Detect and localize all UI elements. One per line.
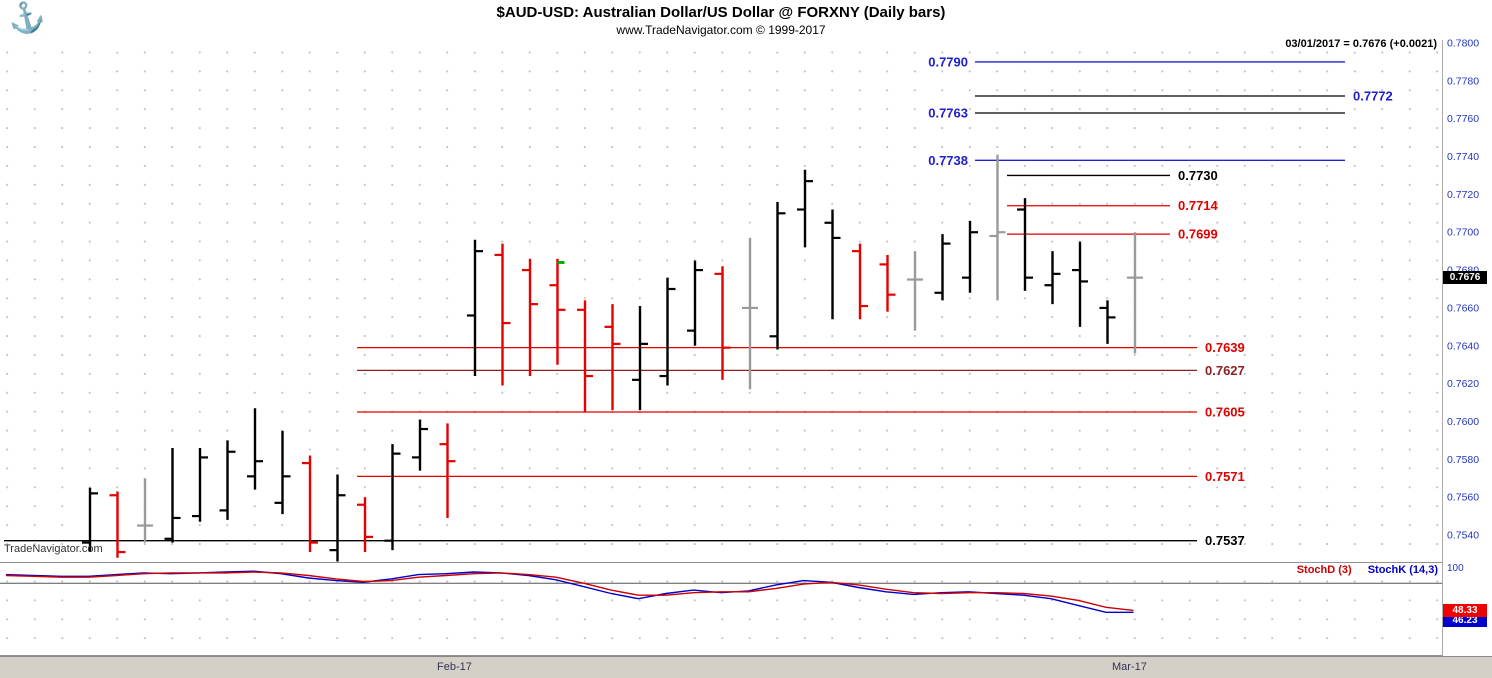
- level-label: 0.7537: [1205, 533, 1245, 548]
- price-axis-tick: 0.7640: [1447, 340, 1479, 352]
- level-label: 0.7763: [928, 106, 968, 121]
- price-axis-tick: 0.7560: [1447, 492, 1479, 504]
- stoch-legend: StochD (3) StochK (14,3): [1297, 564, 1438, 576]
- price-axis-divider: [1442, 40, 1443, 656]
- level-label: 0.7571: [1205, 469, 1245, 484]
- price-axis-tick: 0.7620: [1447, 378, 1479, 390]
- level-label: 0.7730: [1178, 168, 1218, 183]
- level-label: 0.7790: [928, 54, 968, 69]
- stochd-line: [5, 571, 1134, 612]
- price-axis-tick: 0.7760: [1447, 113, 1479, 125]
- stochk-value-badge: 46.23: [1443, 614, 1487, 628]
- watermark: TradeNavigator.com: [4, 543, 103, 555]
- price-axis-tick: 0.7780: [1447, 75, 1479, 87]
- time-axis-label: Feb-17: [437, 661, 472, 673]
- level-label: 0.7699: [1178, 227, 1218, 242]
- level-label: 0.7738: [928, 153, 968, 168]
- price-axis-tick: 0.7540: [1447, 530, 1479, 542]
- stochd-legend-label[interactable]: StochD (3): [1296, 564, 1352, 576]
- last-price-badge: 0.7676: [1443, 270, 1487, 284]
- level-label: 0.7714: [1178, 198, 1219, 213]
- stochk-legend-label[interactable]: StochK (14,3): [1367, 564, 1438, 576]
- stochd-value-badge: 48.33: [1443, 604, 1487, 618]
- time-axis-label: Mar-17: [1112, 661, 1147, 673]
- price-axis-tick: 0.7660: [1447, 302, 1479, 314]
- level-label: 0.7639: [1205, 340, 1245, 355]
- level-label: 0.7772: [1353, 88, 1393, 103]
- price-axis-tick: 0.7600: [1447, 416, 1479, 428]
- chart-title: $AUD-USD: Australian Dollar/US Dollar @ …: [496, 4, 946, 21]
- price-axis-tick: 0.7720: [1447, 189, 1479, 201]
- last-quote-readout: 03/01/2017 = 0.7676 (+0.0021): [1285, 38, 1437, 50]
- level-label: 0.7605: [1205, 405, 1245, 420]
- price-axis-tick: 0.7580: [1447, 454, 1479, 466]
- price-axis-tick: 0.7800: [1447, 38, 1479, 50]
- level-label: 0.7627: [1205, 363, 1245, 378]
- stochk-line: [5, 570, 1134, 613]
- price-axis[interactable]: [1443, 40, 1492, 562]
- stoch-scale-top-label: 100: [1447, 563, 1464, 574]
- price-axis-tick: 0.7700: [1447, 227, 1479, 239]
- time-axis[interactable]: Feb-17 Mar-17: [0, 656, 1492, 678]
- price-axis-tick: 0.7740: [1447, 151, 1479, 163]
- chart-subtitle: www.TradeNavigator.com © 1999-2017: [616, 23, 826, 37]
